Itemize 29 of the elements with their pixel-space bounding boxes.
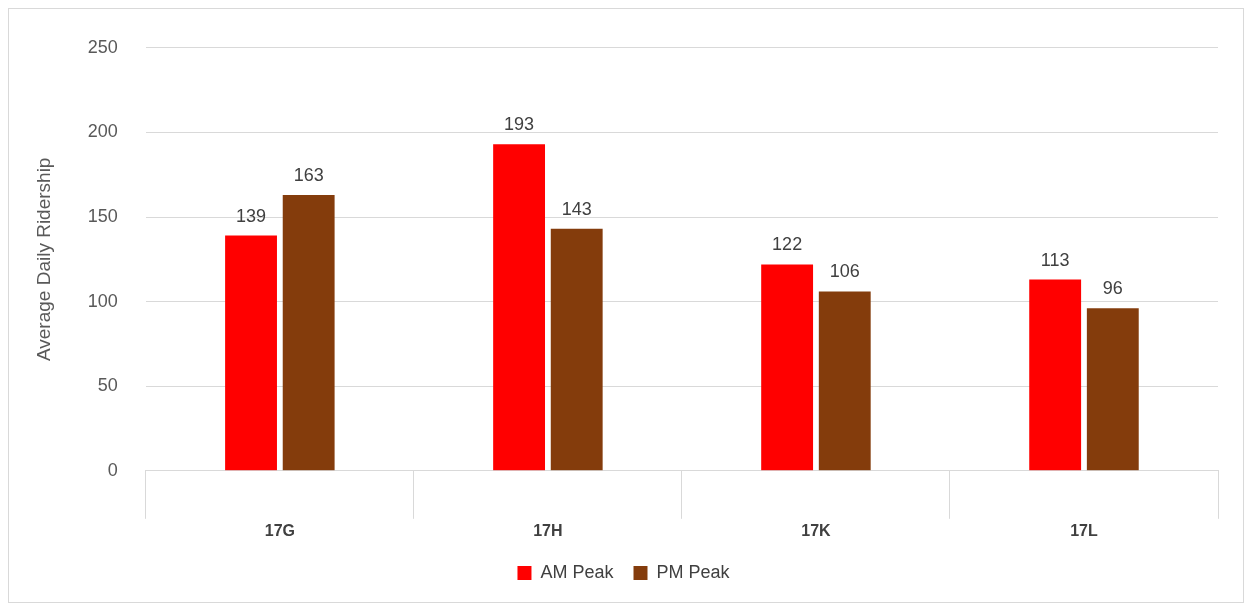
data-label: 139 xyxy=(236,205,267,226)
bar xyxy=(818,291,871,471)
bar xyxy=(1086,308,1139,471)
data-label: 143 xyxy=(561,198,592,219)
bar xyxy=(761,264,814,471)
y-tick-label: 250 xyxy=(87,36,118,57)
data-label: 106 xyxy=(829,261,860,282)
y-tick-label: 150 xyxy=(87,205,118,226)
legend-label: AM Peak xyxy=(540,561,615,582)
x-tick-label: 17K xyxy=(801,521,832,539)
bar xyxy=(225,235,277,471)
bar xyxy=(493,144,546,471)
legend-label: PM Peak xyxy=(656,561,731,582)
x-tick-label: 17L xyxy=(1070,521,1098,539)
bar xyxy=(1029,279,1082,471)
y-axis-title: Average Daily Ridership xyxy=(32,157,54,362)
y-tick-label: 0 xyxy=(107,459,118,480)
data-label: 163 xyxy=(293,164,324,185)
data-label: 193 xyxy=(504,114,535,135)
x-tick-label: 17G xyxy=(264,521,295,539)
y-tick-label: 200 xyxy=(87,121,118,142)
x-tick-label: 17H xyxy=(533,521,563,539)
data-label: 96 xyxy=(1102,278,1123,299)
y-tick-label: 100 xyxy=(87,290,118,311)
bar xyxy=(550,228,603,471)
data-label: 113 xyxy=(1040,249,1070,270)
data-label: 122 xyxy=(772,234,803,255)
bar xyxy=(282,195,335,471)
y-tick-label: 50 xyxy=(97,375,118,396)
